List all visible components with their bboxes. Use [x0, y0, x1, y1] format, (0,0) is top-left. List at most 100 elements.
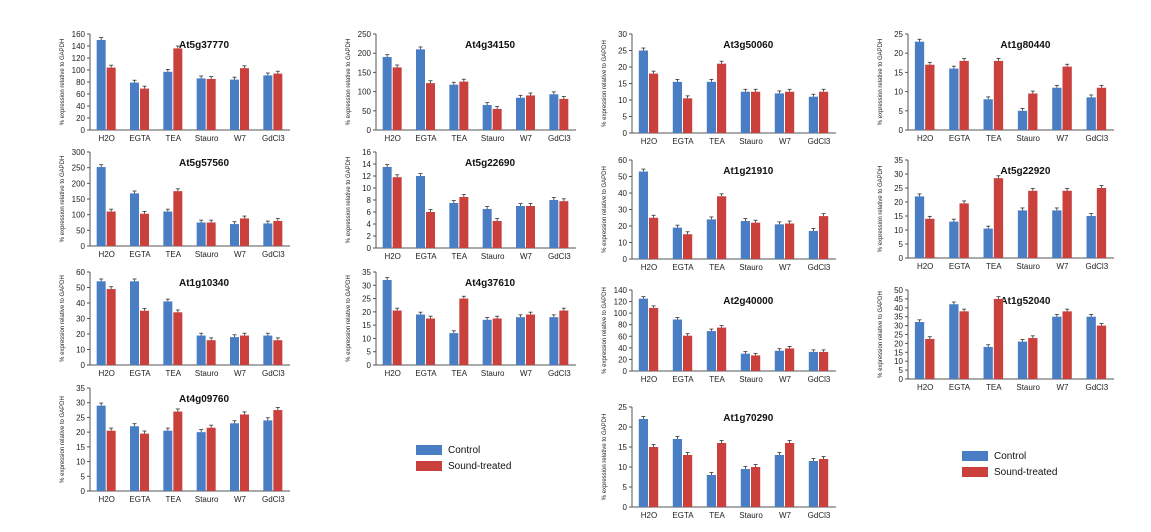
chart-title: At4g09760 — [179, 394, 229, 405]
y-tick-label: 20 — [618, 63, 627, 72]
bar-control — [808, 461, 818, 507]
bar-sound-treated — [492, 221, 502, 248]
x-category-label: H2O — [98, 250, 114, 259]
y-tick-label: 0 — [367, 244, 372, 253]
bar-sound-treated — [140, 310, 149, 365]
x-category-label: GdCl3 — [262, 495, 285, 504]
y-axis-label: % expression relative to GAPDH — [346, 275, 352, 362]
bar-control — [96, 405, 106, 491]
y-axis-label: % expression relative to GAPDH — [60, 396, 66, 483]
x-category-label: Stauro — [739, 375, 763, 384]
x-category-label: TEA — [166, 134, 182, 143]
bar-control — [449, 84, 459, 130]
x-category-label: W7 — [520, 134, 533, 143]
y-tick-label: 5 — [899, 366, 904, 375]
bar-control — [914, 322, 925, 379]
y-tick-label: 160 — [72, 30, 86, 39]
x-category-label: Stauro — [739, 263, 763, 272]
y-tick-label: 0 — [623, 255, 628, 264]
bar-control — [416, 49, 425, 130]
bar-control — [949, 68, 959, 130]
bar-sound-treated — [273, 410, 283, 491]
x-category-label: EGTA — [672, 263, 694, 272]
bar-sound-treated — [819, 91, 829, 133]
bar-sound-treated — [459, 298, 469, 365]
y-tick-label: 30 — [76, 399, 85, 408]
y-tick-label: 0 — [81, 487, 86, 496]
y-tick-label: 15 — [894, 212, 903, 221]
bar-sound-treated — [140, 88, 149, 130]
bar-sound-treated — [785, 91, 795, 133]
x-category-label: TEA — [452, 252, 468, 261]
bar-sound-treated — [106, 67, 116, 130]
bar-sound-treated — [559, 310, 569, 365]
y-tick-label: 10 — [894, 357, 903, 366]
x-category-label: H2O — [641, 375, 657, 384]
x-category-label: EGTA — [415, 369, 437, 378]
y-tick-label: 50 — [362, 107, 371, 116]
bar-sound-treated — [959, 311, 969, 379]
bar-control — [130, 193, 139, 246]
chart-panel: 0 20 40 60 80 100 120 140 % expression relative … — [602, 286, 836, 384]
bar-control — [163, 211, 173, 246]
y-tick-label: 35 — [894, 156, 903, 165]
bar-sound-treated — [683, 335, 693, 371]
x-category-label: H2O — [641, 511, 657, 520]
y-tick-label: 20 — [362, 308, 371, 317]
bar-control — [983, 228, 993, 258]
x-category-label: Stauro — [481, 134, 505, 143]
x-category-label: EGTA — [949, 134, 971, 143]
y-tick-label: 0 — [81, 126, 86, 135]
y-tick-label: 2 — [367, 232, 372, 241]
bar-control — [416, 176, 425, 248]
bar-control — [196, 335, 206, 365]
x-category-label: GdCl3 — [262, 369, 285, 378]
y-tick-label: 30 — [362, 281, 371, 290]
bar-control — [740, 221, 750, 259]
y-tick-label: 25 — [76, 413, 85, 422]
y-axis-label: % expression relative to GAPDH — [60, 275, 66, 362]
bar-sound-treated — [140, 213, 149, 246]
y-tick-label: 20 — [894, 198, 903, 207]
y-tick-label: 15 — [894, 68, 903, 77]
bar-sound-treated — [526, 314, 535, 365]
legend-item-sound-treated: Sound-treated — [416, 458, 511, 474]
y-tick-label: 300 — [72, 148, 86, 157]
x-category-label: W7 — [520, 252, 533, 261]
bar-control — [263, 335, 273, 365]
y-tick-label: 30 — [894, 322, 903, 331]
bar-control — [230, 79, 239, 130]
bar-control — [672, 81, 682, 133]
x-category-label: H2O — [384, 134, 400, 143]
chart-panel: 0 5 10 15 20 25 30 35 % expression relative to G… — [346, 268, 576, 378]
bar-sound-treated — [751, 91, 761, 133]
y-tick-label: 0 — [81, 242, 86, 251]
bar-sound-treated — [526, 95, 535, 130]
bar-sound-treated — [649, 73, 659, 133]
bar-sound-treated — [717, 327, 727, 371]
legend-label-control: Control — [994, 450, 1027, 462]
y-tick-label: 40 — [618, 344, 627, 353]
bar-control — [549, 317, 559, 365]
bar-control — [983, 99, 993, 130]
y-tick-label: 5 — [623, 483, 628, 492]
bar-sound-treated — [717, 196, 727, 259]
x-category-label: H2O — [384, 369, 400, 378]
bar-control — [230, 224, 239, 246]
y-tick-label: 250 — [358, 30, 372, 39]
bar-control — [130, 281, 139, 365]
x-category-label: W7 — [520, 369, 533, 378]
y-axis-label: % expression relative to GAPDH — [60, 156, 66, 243]
bar-sound-treated — [785, 223, 795, 259]
bar-sound-treated — [206, 427, 216, 491]
bar-sound-treated — [993, 178, 1004, 258]
bar-sound-treated — [392, 177, 402, 248]
chart-panel: 0 5 10 15 20 25 30 % expression relative to GAP… — [602, 30, 836, 146]
x-category-label: W7 — [234, 134, 247, 143]
y-tick-label: 140 — [614, 286, 628, 295]
y-tick-label: 200 — [358, 49, 372, 58]
x-category-label: EGTA — [129, 495, 151, 504]
bar-sound-treated — [1062, 66, 1072, 130]
bar-control — [706, 81, 716, 133]
